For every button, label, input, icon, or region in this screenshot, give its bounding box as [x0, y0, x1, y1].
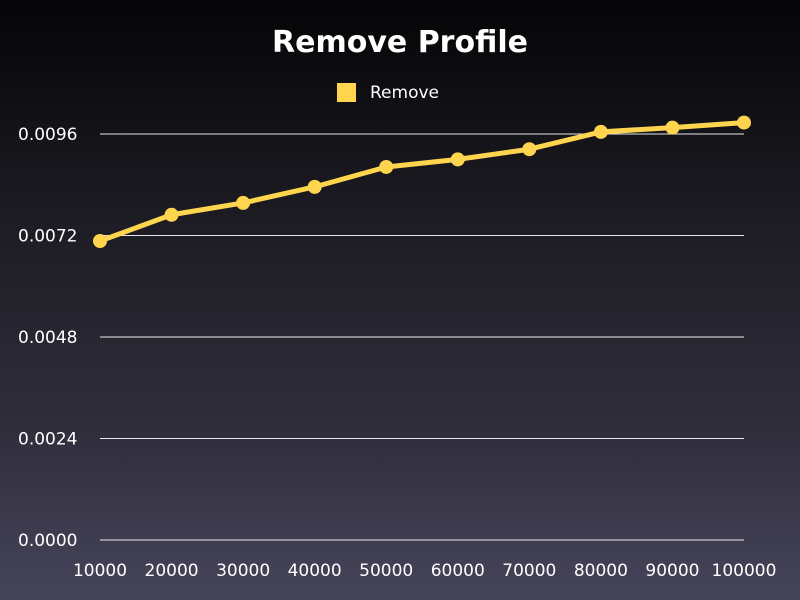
series-line-remove	[97, 120, 747, 244]
legend: Remove	[337, 83, 439, 103]
x-tick-label: 10000	[73, 561, 127, 581]
x-tick-label: 50000	[359, 561, 413, 581]
data-point	[593, 124, 608, 139]
data-point	[164, 207, 179, 222]
x-tick-label: 100000	[712, 561, 777, 581]
chart-title: Remove Profile	[272, 25, 528, 60]
x-tick-label: 90000	[645, 561, 699, 581]
data-point	[522, 142, 537, 157]
x-tick-label: 40000	[288, 561, 342, 581]
data-point	[93, 233, 107, 248]
x-tick-label: 20000	[145, 561, 199, 581]
x-axis-ticks: 10000 20000 30000 40000 50000 60000 70000 80000…	[73, 561, 777, 581]
x-tick-label: 80000	[574, 561, 628, 581]
legend-swatch-remove	[337, 83, 356, 102]
data-point	[665, 120, 680, 135]
y-tick-label: 0.0000	[18, 531, 77, 551]
x-tick-label: 60000	[431, 561, 485, 581]
y-axis-ticks: 0.0000 0.0024 0.0048 0.0072 0.0096	[18, 125, 77, 551]
y-tick-label: 0.0072	[18, 227, 77, 247]
data-point	[307, 179, 322, 194]
legend-label-remove: Remove	[370, 83, 439, 103]
x-tick-label: 70000	[502, 561, 556, 581]
data-point	[737, 115, 751, 130]
x-tick-label: 30000	[216, 561, 270, 581]
data-point	[236, 195, 251, 210]
y-tick-label: 0.0048	[18, 328, 77, 348]
data-point	[379, 159, 394, 174]
series-remove	[93, 115, 751, 248]
y-tick-label: 0.0096	[18, 125, 77, 145]
data-point	[450, 152, 465, 167]
gridlines	[100, 133, 744, 541]
y-tick-label: 0.0024	[18, 430, 77, 450]
